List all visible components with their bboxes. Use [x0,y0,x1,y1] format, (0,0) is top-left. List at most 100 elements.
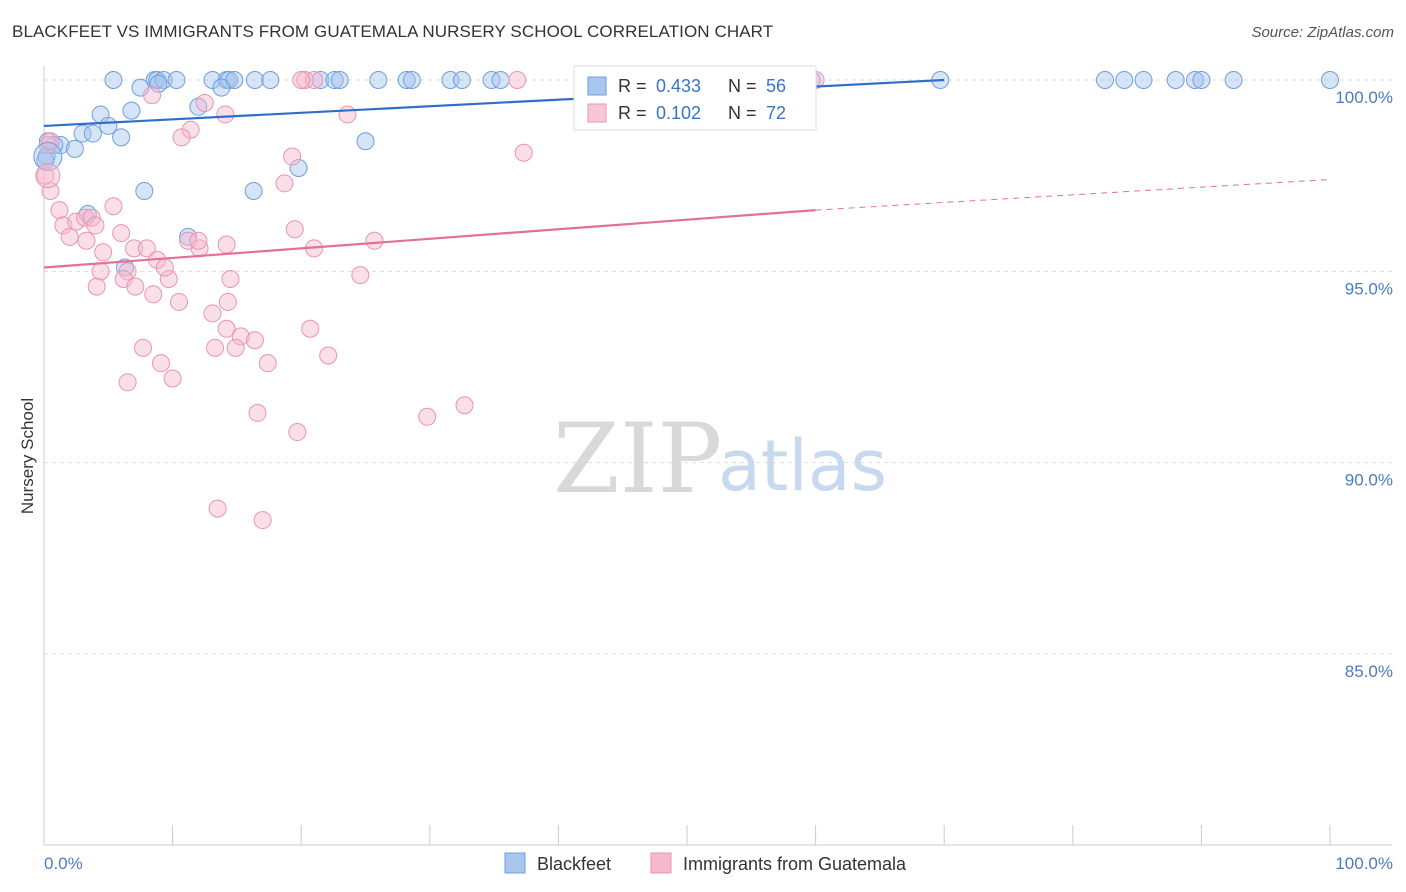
point-guatemala [77,231,96,250]
point-guatemala [36,166,55,185]
point-guatemala [35,163,61,189]
point-guatemala [125,239,144,258]
legend-swatch [650,852,672,874]
point-guatemala [418,407,437,426]
point-guatemala [118,373,137,392]
stat-n-label: N = [728,103,757,123]
point-guatemala [152,354,171,373]
point-blackfeet [179,227,198,246]
point-blackfeet [452,71,471,89]
point-guatemala [338,105,357,124]
point-blackfeet [212,78,231,97]
point-guatemala [91,262,110,281]
legend: Blackfeet Immigrants from Guatemala [504,852,907,874]
stats-box [573,65,817,131]
point-guatemala [94,243,113,262]
point-guatemala [245,331,264,350]
trend-line-guatemala-extension [815,178,1331,211]
x-tick-label: 100.0% [1335,854,1393,873]
point-guatemala [143,86,162,105]
point-blackfeet [1115,71,1134,89]
stat-r-value: 0.433 [656,76,701,96]
point-guatemala [508,71,527,89]
point-guatemala [288,423,307,442]
point-blackfeet [491,71,510,89]
point-blackfeet [1166,71,1185,89]
point-blackfeet [330,71,349,89]
point-guatemala [216,105,235,124]
point-blackfeet [83,124,102,143]
point-blackfeet [104,71,123,89]
point-guatemala [112,224,131,243]
stat-n-value: 72 [766,103,786,123]
y-tick-label: 100.0% [1335,88,1393,107]
point-blackfeet [167,71,186,89]
watermark: ZIP atlas [553,403,887,515]
point-guatemala [86,216,105,235]
point-guatemala [203,304,222,323]
point-guatemala [50,201,69,220]
point-guatemala [134,338,153,357]
point-blackfeet [1321,71,1339,89]
legend-label: Immigrants from Guatemala [683,854,907,874]
point-blackfeet [402,71,421,89]
point-blackfeet [244,181,263,200]
point-blackfeet [112,128,131,147]
point-blackfeet [33,142,63,172]
stat-r-label: R = [618,76,647,96]
point-guatemala [231,327,250,346]
y-tick-labels: 100.0% 95.0% 90.0% 85.0% [1335,88,1393,681]
point-guatemala [126,277,145,296]
point-guatemala [181,120,200,139]
y-tick-label: 85.0% [1345,662,1393,681]
point-blackfeet [1192,71,1211,89]
point-guatemala [301,319,320,338]
point-guatemala [189,231,208,250]
point-guatemala [217,235,236,254]
point-guatemala [285,220,304,239]
point-guatemala [221,269,240,288]
point-guatemala [226,338,245,357]
point-guatemala [87,277,106,296]
point-guatemala [159,269,178,288]
source-label: Source: ZipAtlas.com [1251,24,1394,41]
point-guatemala [206,338,225,357]
watermark-zip: ZIP [553,403,722,515]
point-blackfeet [149,74,168,93]
point-guatemala [351,266,370,285]
y-tick-label: 90.0% [1345,471,1393,490]
point-guatemala [455,396,474,415]
point-blackfeet [220,71,239,89]
point-guatemala [319,346,338,365]
point-blackfeet [36,151,55,170]
point-blackfeet [482,71,501,89]
stats-swatch [587,76,607,96]
point-blackfeet [73,124,92,143]
point-guatemala [275,174,294,193]
point-guatemala [67,212,86,231]
point-guatemala [296,71,315,89]
point-guatemala [208,499,227,518]
point-guatemala [144,285,163,304]
point-guatemala [137,239,156,258]
point-guatemala [172,128,191,147]
legend-label: Blackfeet [537,854,611,874]
point-guatemala [248,403,267,422]
point-guatemala [195,93,214,112]
point-guatemala [41,132,60,151]
x-tick-label: 0.0% [44,854,83,873]
point-blackfeet [1095,71,1114,89]
watermark-atlas: atlas [718,425,887,507]
point-guatemala [283,147,302,166]
point-guatemala [514,143,533,162]
point-blackfeet [397,71,416,89]
point-blackfeet [1134,71,1153,89]
point-blackfeet [1224,71,1243,89]
stat-n-value: 56 [766,76,786,96]
legend-swatch [504,852,526,874]
stat-r-value: 0.102 [656,103,701,123]
point-guatemala [104,197,123,216]
point-guatemala [258,354,277,373]
point-blackfeet [369,71,388,89]
stats-swatch [587,103,607,123]
